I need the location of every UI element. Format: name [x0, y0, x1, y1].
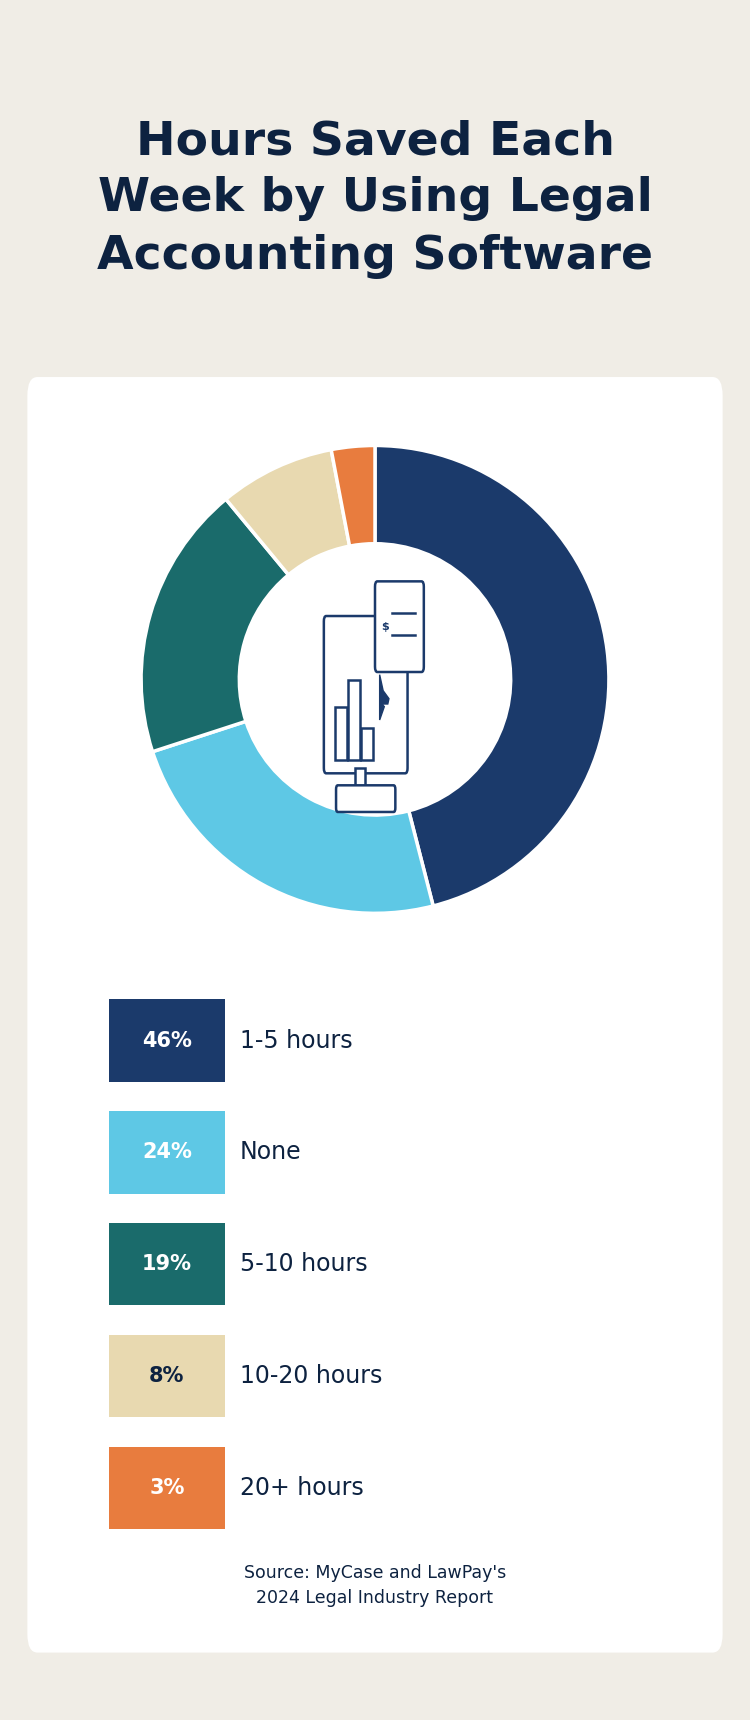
FancyBboxPatch shape: [27, 377, 723, 1653]
Text: $: $: [382, 621, 389, 631]
FancyBboxPatch shape: [102, 1441, 232, 1534]
FancyBboxPatch shape: [324, 616, 407, 774]
FancyBboxPatch shape: [102, 1106, 232, 1199]
Text: 46%: 46%: [142, 1030, 192, 1051]
Text: 24%: 24%: [142, 1142, 192, 1163]
Text: 1-5 hours: 1-5 hours: [240, 1029, 352, 1053]
Text: Hours Saved Each
Week by Using Legal
Accounting Software: Hours Saved Each Week by Using Legal Acc…: [97, 119, 653, 279]
Bar: [356, 769, 364, 795]
FancyBboxPatch shape: [375, 581, 424, 673]
Text: 8%: 8%: [149, 1366, 184, 1386]
Bar: [348, 679, 360, 760]
Text: 5-10 hours: 5-10 hours: [240, 1252, 368, 1276]
FancyBboxPatch shape: [102, 1330, 232, 1422]
Text: 20+ hours: 20+ hours: [240, 1476, 364, 1500]
Polygon shape: [380, 674, 389, 721]
Wedge shape: [226, 449, 350, 574]
FancyBboxPatch shape: [102, 1218, 232, 1311]
Wedge shape: [332, 445, 375, 547]
Text: 3%: 3%: [149, 1477, 184, 1498]
FancyBboxPatch shape: [102, 994, 232, 1087]
FancyBboxPatch shape: [336, 786, 395, 812]
Text: None: None: [240, 1140, 302, 1164]
Text: 19%: 19%: [142, 1254, 192, 1275]
Text: Source: MyCase and LawPay's
2024 Legal Industry Report: Source: MyCase and LawPay's 2024 Legal I…: [244, 1565, 506, 1606]
Wedge shape: [375, 445, 609, 906]
Wedge shape: [152, 721, 433, 913]
Bar: [361, 728, 373, 760]
Text: 10-20 hours: 10-20 hours: [240, 1364, 382, 1388]
Wedge shape: [141, 499, 289, 752]
Bar: [335, 707, 347, 760]
